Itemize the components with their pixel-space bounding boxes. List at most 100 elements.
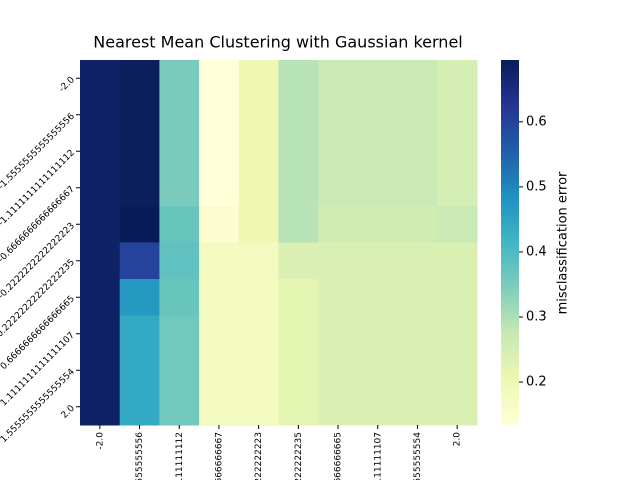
- heatmap-cell: [357, 242, 399, 280]
- heatmap-cell: [357, 60, 399, 97]
- chart-title: Nearest Mean Clustering with Gaussian ke…: [93, 33, 462, 52]
- heatmap-cell: [437, 169, 478, 207]
- heatmap-cell: [159, 60, 200, 97]
- heatmap-cell: [437, 206, 478, 243]
- heatmap-cell: [199, 206, 240, 243]
- heatmap-cell: [397, 133, 438, 170]
- heatmap-cell: [278, 279, 319, 316]
- colorbar-tick-label: 0.3: [526, 309, 547, 324]
- heatmap-cell: [437, 352, 478, 389]
- colorbar-tick-label: 0.4: [526, 244, 547, 259]
- y-tick-label: -2.0: [57, 75, 77, 95]
- y-tick-label: 0.6666666666666665: [0, 294, 77, 372]
- heatmap-cell: [199, 169, 240, 207]
- heatmap-cell: [238, 388, 279, 426]
- x-tick-label: 2.0: [453, 432, 463, 447]
- heatmap-cell: [119, 242, 160, 280]
- heatmap-cell: [318, 206, 359, 243]
- x-tick-label: -0.6666666666666667: [214, 432, 224, 480]
- heatmap-cell: [437, 315, 478, 353]
- heatmap-cell: [159, 169, 200, 207]
- heatmap-cell: [159, 96, 200, 134]
- heatmap-cell: [318, 315, 359, 353]
- heatmap-cell: [159, 388, 200, 426]
- heatmap-cell: [80, 206, 121, 243]
- heatmap-cell: [278, 315, 319, 353]
- heatmap-cell: [199, 96, 240, 134]
- heatmap-cell: [119, 279, 160, 316]
- heatmap-cell: [357, 169, 399, 207]
- heatmap-cell: [437, 133, 478, 170]
- heatmap-cell: [119, 315, 160, 353]
- heatmap-cell: [397, 279, 438, 316]
- heatmap-cell: [357, 279, 399, 316]
- heatmap-cell: [357, 352, 399, 389]
- x-tick-label: 1.5555555555555554: [413, 432, 423, 480]
- heatmap-cell: [238, 96, 279, 134]
- heatmap-cell: [199, 388, 240, 426]
- heatmap-cell: [238, 60, 279, 97]
- heatmap-cell: [199, 60, 240, 97]
- heatmap-cell: [278, 242, 319, 280]
- x-tick-label: 1.1111111111111107: [373, 432, 383, 480]
- heatmap-cell: [437, 96, 478, 134]
- colorbar-tick-label: 0.5: [526, 179, 547, 194]
- heatmap-cell: [80, 388, 121, 426]
- heatmap-cell: [199, 242, 240, 280]
- x-tick-label: 0.6666666666666665: [334, 432, 344, 480]
- heatmap-cell: [80, 60, 121, 97]
- heatmap-cell: [159, 352, 200, 389]
- y-tick-label: 1.5555555555555554: [0, 367, 77, 445]
- heatmap-cell: [397, 60, 438, 97]
- heatmap-cell: [318, 133, 359, 170]
- heatmap-cell: [159, 242, 200, 280]
- heatmap-cell: [437, 242, 478, 280]
- heatmap-cell: [199, 352, 240, 389]
- heatmap-cell: [397, 242, 438, 280]
- heatmap-cell: [397, 169, 438, 207]
- heatmap-cell: [278, 133, 319, 170]
- y-tick-label: 1.1111111111111107: [0, 331, 77, 409]
- heatmap-cell: [119, 169, 160, 207]
- heatmap-cell: [278, 96, 319, 134]
- heatmap-cell: [318, 352, 359, 389]
- x-tick-label: -0.2222222222222223: [254, 432, 264, 480]
- heatmap-cell: [278, 352, 319, 389]
- heatmap-cell: [318, 242, 359, 280]
- heatmap-cell: [119, 60, 160, 97]
- heatmap-cell: [238, 315, 279, 353]
- heatmap-cell: [437, 279, 478, 316]
- heatmap-cell: [318, 60, 359, 97]
- heatmap-cell: [159, 133, 200, 170]
- heatmap-cell: [238, 169, 279, 207]
- heatmap-cell: [318, 388, 359, 426]
- heatmap-cell: [318, 96, 359, 134]
- heatmap-cell: [119, 388, 160, 426]
- heatmap-cell: [159, 206, 200, 243]
- heatmap-cell: [80, 133, 121, 170]
- y-tick-label: 2.0: [60, 403, 77, 420]
- heatmap-cell: [199, 315, 240, 353]
- heatmap-cell: [397, 206, 438, 243]
- heatmap-cell: [397, 352, 438, 389]
- heatmap-cell: [357, 206, 399, 243]
- heatmap-cell: [397, 315, 438, 353]
- colorbar: [501, 60, 519, 425]
- heatmap-cell: [119, 206, 160, 243]
- heatmap-cell: [278, 388, 319, 426]
- heatmap-cell: [437, 60, 478, 97]
- heatmap-cell: [278, 60, 319, 97]
- heatmap-cell: [80, 169, 121, 207]
- heatmap-cell: [318, 279, 359, 316]
- heatmap-cell: [357, 96, 399, 134]
- heatmap-cell: [437, 388, 478, 426]
- heatmap-cell: [238, 279, 279, 316]
- heatmap-cell: [238, 242, 279, 280]
- x-tick-label: -1.5555555555555556: [135, 432, 145, 480]
- heatmap-cell: [159, 315, 200, 353]
- heatmap-cell: [80, 315, 121, 353]
- x-tick-label: 0.22222222222222235: [294, 432, 304, 480]
- x-tick-label: -1.1111111111111112: [175, 432, 185, 480]
- heatmap-cell: [357, 315, 399, 353]
